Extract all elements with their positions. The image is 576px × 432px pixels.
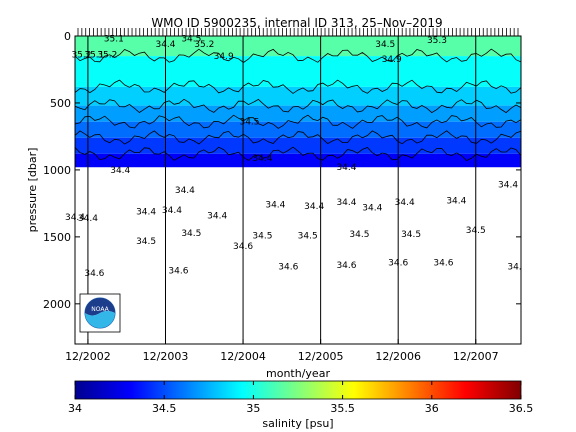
colorbar-tick-label: 34 — [68, 402, 82, 415]
contour-label: 34.5 — [239, 118, 259, 128]
plot-area: 35.135.235.135.234.4 35.234.534.934.534.4… — [65, 28, 522, 345]
contour-label: 34.6 — [278, 262, 298, 272]
salinity-layer-1 — [75, 56, 521, 87]
contour-label: 34.6 — [433, 258, 453, 268]
plot-frame — [74, 35, 522, 345]
salinity-layer-0 — [75, 36, 521, 57]
noaa-logo: NOAA — [79, 293, 121, 333]
y-tick-label: 500 — [50, 97, 71, 110]
contour-label: 34.6 — [168, 266, 188, 276]
colorbar-label: salinity [psu] — [262, 417, 333, 430]
contour-line-3 — [75, 114, 521, 129]
contour-label: 34.4 — [78, 214, 98, 224]
x-axis: 12/2002 12/2003 12/2004 12/2005 12/2006 12/20… — [65, 339, 499, 363]
contour-label: 35.1 — [104, 35, 124, 45]
x-tick-label: 12/2005 — [298, 350, 344, 363]
contour-label: 34.9 — [214, 52, 234, 62]
colorbar-tick-label: 35 — [246, 402, 260, 415]
chart-title: WMO ID 5900235, internal ID 313, 25–Nov–… — [151, 16, 442, 30]
y-tick-label: 0 — [64, 30, 71, 43]
contour-label: 34.6 — [336, 261, 356, 271]
x-tick-label: 12/2002 — [65, 350, 111, 363]
contour-label: 34.5 — [252, 232, 272, 242]
contour-line-1 — [75, 79, 521, 94]
contour-label: 34.4 — [498, 181, 518, 191]
contour-label: 34.4 — [336, 163, 356, 173]
contour-label: 34.5 — [136, 237, 156, 247]
contour-label: 34.9 — [382, 55, 402, 65]
contour-label: 34.5 — [375, 40, 395, 50]
contour-label: 35.1 — [84, 51, 104, 61]
contour-label: 34. — [507, 262, 521, 272]
year-divider-lines — [87, 36, 477, 344]
contour-label: 34.4 — [175, 186, 195, 196]
contour-line-5 — [75, 146, 521, 161]
x-tick-label: 12/2007 — [453, 350, 499, 363]
contour-label: 34.4 — [446, 197, 466, 207]
contour-label: 34.5 — [181, 229, 201, 239]
contour-label: 34.4 — [304, 202, 324, 212]
contour-label: 34.5 — [298, 232, 318, 242]
colorbar-gradient — [74, 380, 522, 400]
salinity-layer-4 — [75, 121, 521, 138]
contour-label: 34.6 — [388, 258, 408, 268]
contour-label: 34.6 — [84, 269, 104, 279]
contour-line-4 — [75, 130, 521, 145]
x-axis-label: month/year — [266, 367, 330, 380]
contour-label: 34.4 — [252, 154, 272, 164]
salinity-field — [75, 36, 521, 168]
contour-label: 34.4 — [207, 211, 227, 221]
y-tick-label: 2000 — [43, 298, 71, 311]
contour-label: 35.2 — [97, 51, 117, 61]
x-tick-label: 12/2004 — [220, 350, 266, 363]
contour-label: 34.4 — [155, 40, 175, 50]
contour-label: 35.3 — [427, 36, 447, 46]
contour-label: 34.4 — [395, 198, 415, 208]
y-axis-label: pressure [dbar] — [26, 148, 39, 233]
contour-line-0 — [75, 48, 521, 63]
contour-label: 34.5 — [401, 230, 421, 240]
contour-label: 34.4 — [110, 166, 130, 176]
contour-label: 35.2 — [194, 40, 214, 50]
contour-label: 34.4 — [362, 203, 382, 213]
y-tick-label: 1500 — [43, 231, 71, 244]
salinity-layer-3 — [75, 105, 521, 122]
salinity-layer-6 — [75, 153, 521, 168]
contour-lines — [75, 48, 521, 161]
x-tick-label: 12/2006 — [375, 350, 421, 363]
contour-label: 34.5 — [349, 230, 369, 240]
colorbar-tick-label: 35.5 — [330, 402, 355, 415]
contour-labels: 35.135.235.135.234.4 35.234.534.934.534.4… — [65, 35, 522, 279]
contour-label: 34.4 — [336, 198, 356, 208]
x-tick-label: 12/2003 — [143, 350, 189, 363]
contour-label: 34.6 — [233, 242, 253, 252]
noaa-logo-text: NOAA — [91, 306, 109, 313]
y-axis: 0 500 1000 1500 2000 — [43, 30, 521, 311]
contour-label: 34.4 — [265, 201, 285, 211]
contour-line-2 — [75, 98, 521, 114]
y-tick-label: 1000 — [43, 164, 71, 177]
contour-label: 35.2 — [71, 51, 91, 61]
colorbar-ticks: 34 34.5 35 35.5 36 36.5 — [68, 381, 533, 415]
colorbar-tick-label: 34.5 — [152, 402, 177, 415]
contour-label: 34.5 — [466, 226, 486, 236]
colorbar: 34 34.5 35 35.5 36 36.5 salinity [psu] — [68, 380, 533, 430]
contour-label: 34.5 — [181, 35, 201, 45]
contour-label: 34.4 — [162, 206, 182, 216]
salinity-layer-5 — [75, 137, 521, 154]
contour-label: 34.4 — [136, 207, 156, 217]
colorbar-tick-label: 36 — [425, 402, 439, 415]
profile-tick-marks — [77, 28, 519, 36]
colorbar-tick-label: 36.5 — [509, 402, 534, 415]
